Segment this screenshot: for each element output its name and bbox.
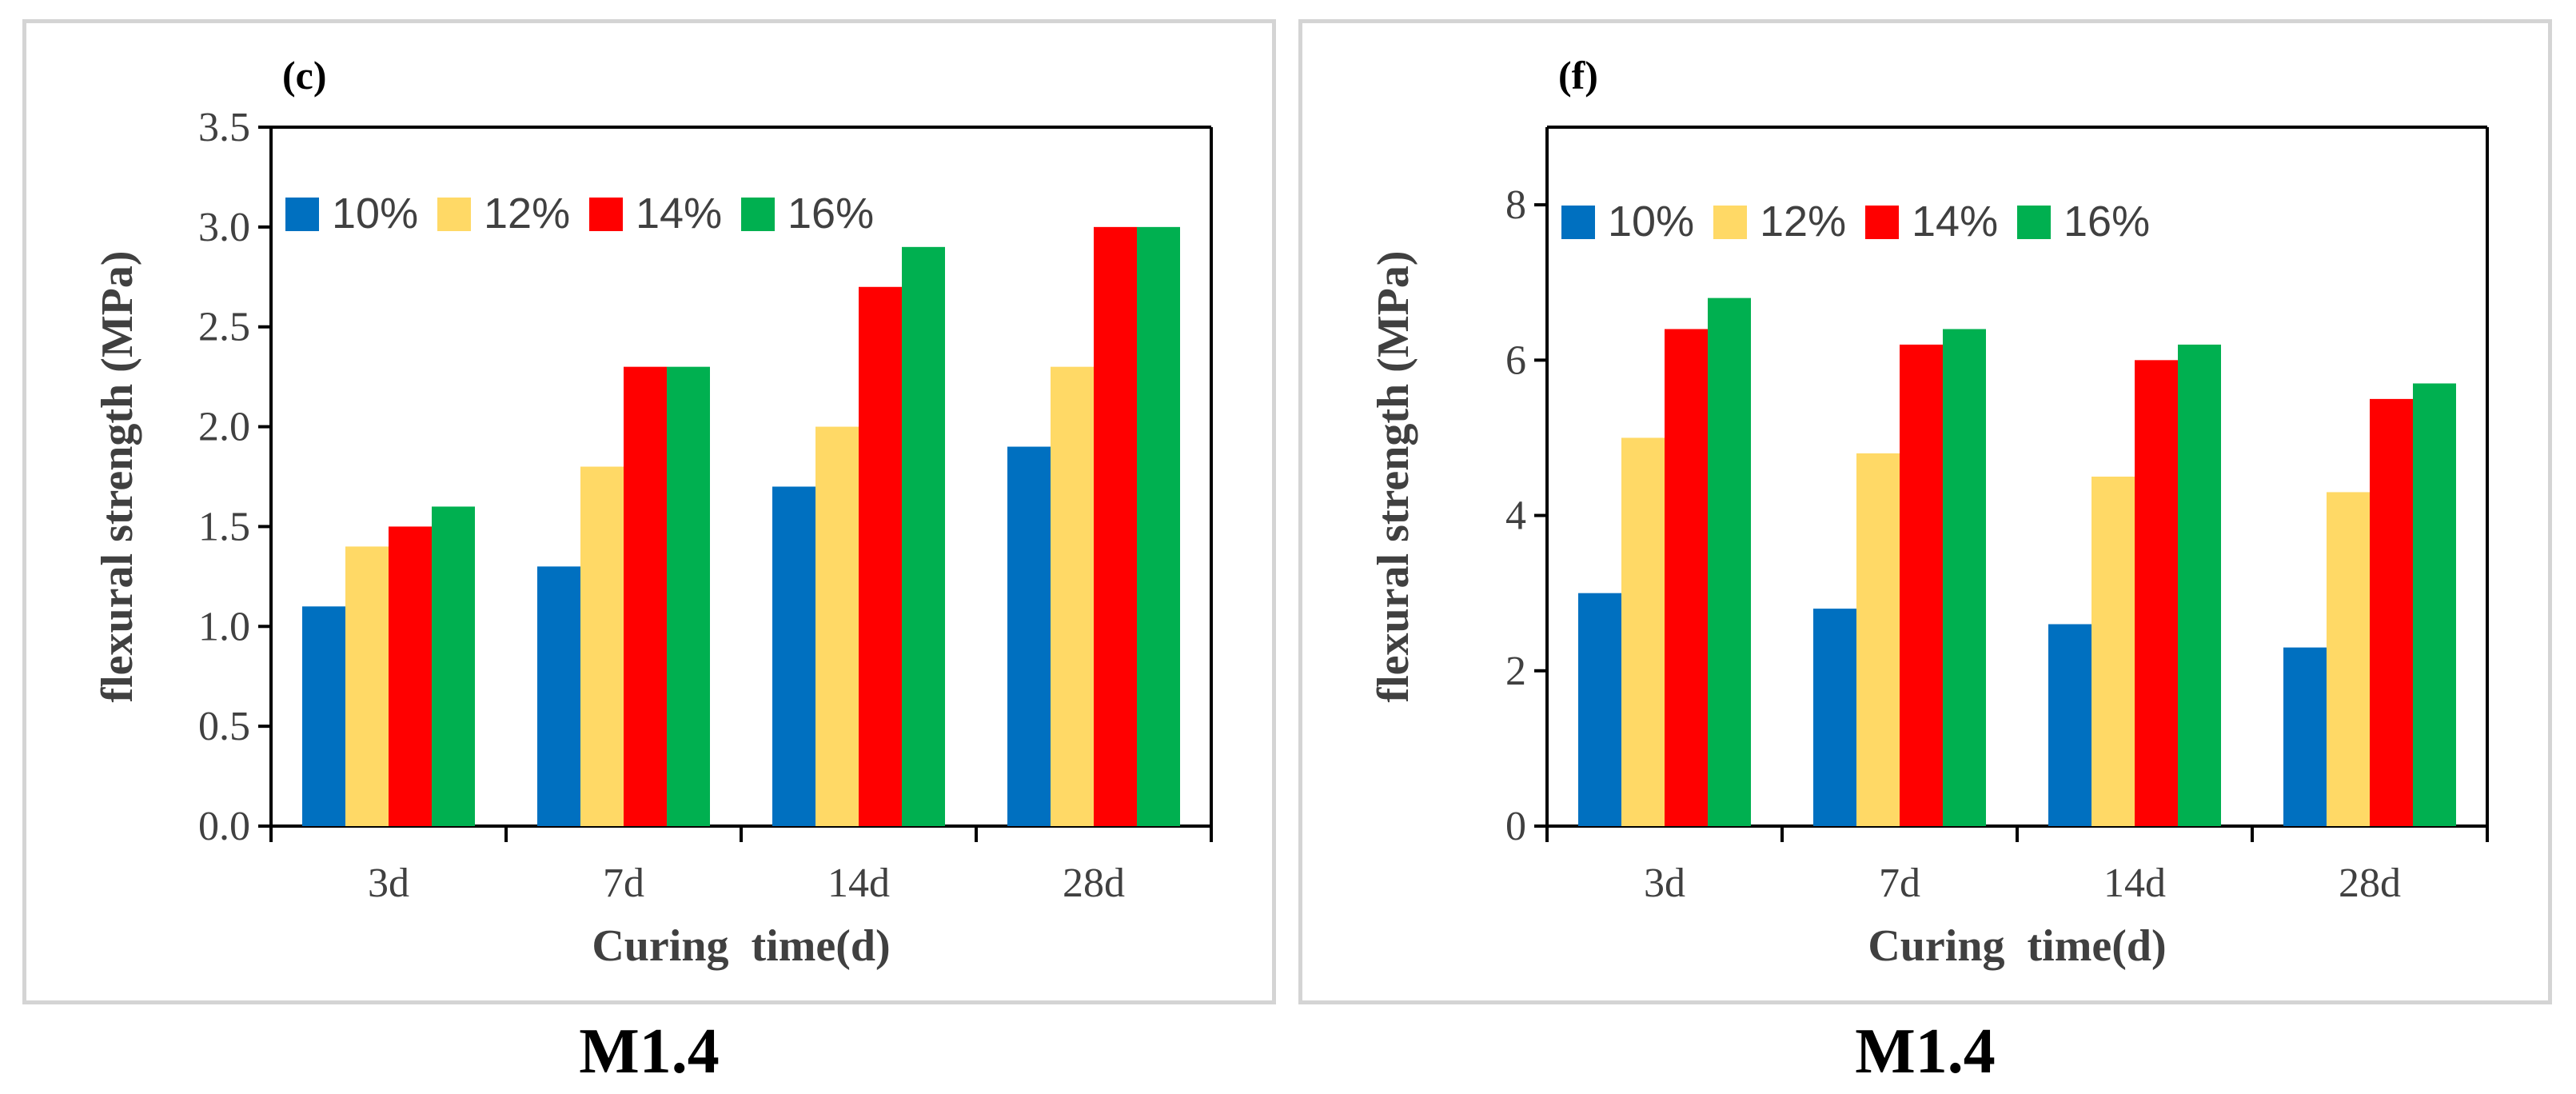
caption-right: M1.4	[1855, 1016, 1996, 1087]
x-tick-label: 3d	[368, 860, 409, 906]
axes: 0.0 0.5 1.0 1.5 2.0 2.5 3.0 3.5 3d 7d 14d 28d	[198, 105, 1213, 906]
y-axis-title: flexural strength (MPa)	[93, 250, 142, 702]
chart-panel-f: 0 2 4 6 8 3d 7d 14d 28d Curing time(d) flexural st…	[1298, 19, 2552, 1004]
y-tick-label: 2	[1505, 649, 1526, 694]
bar-12pct-3d	[345, 546, 389, 826]
x-tick-label: 14d	[2103, 860, 2166, 906]
bar-12pct-14d	[2092, 477, 2135, 826]
bar-16pct-7d	[1943, 329, 1986, 826]
bar-16pct-14d	[2178, 344, 2221, 826]
bar-16pct-3d	[432, 506, 475, 826]
x-axis-title: Curing time(d)	[592, 921, 890, 971]
panel-label: (f)	[1558, 53, 1598, 98]
y-tick-label: 0.0	[198, 804, 250, 849]
bar-14pct-3d	[389, 526, 432, 826]
x-tick-label: 7d	[603, 860, 644, 906]
legend-label-10pct: 10%	[1608, 198, 1694, 246]
y-axis-title: flexural strength (MPa)	[1369, 250, 1418, 702]
x-tick-label: 14d	[827, 860, 890, 906]
y-tick-label: 6	[1505, 337, 1526, 383]
bar-12pct-7d	[1856, 453, 1900, 826]
bar-10pct-28d	[1007, 446, 1051, 826]
legend-swatch-12pct	[437, 198, 471, 231]
legend-label-12pct: 12%	[1760, 198, 1846, 246]
bar-12pct-14d	[815, 426, 859, 826]
y-tick-label: 3.5	[198, 105, 250, 150]
chart-panel-c: 0.0 0.5 1.0 1.5 2.0 2.5 3.0 3.5 3d 7d 14d 28d Curing…	[22, 19, 1276, 1004]
bar-10pct-3d	[1578, 593, 1621, 826]
bar-12pct-3d	[1621, 437, 1665, 826]
x-tick-label: 28d	[1063, 860, 1125, 906]
legend-swatch-10pct	[285, 198, 319, 231]
panel-label: (c)	[282, 53, 327, 98]
legend-label-10pct: 10%	[332, 190, 418, 238]
x-tick-label: 7d	[1879, 860, 1920, 906]
y-tick-label: 8	[1505, 182, 1526, 228]
bar-10pct-14d	[772, 486, 815, 826]
y-tick-label: 0.5	[198, 704, 250, 749]
bar-10pct-14d	[2048, 624, 2092, 826]
bar-12pct-28d	[2327, 492, 2370, 826]
x-tick-label: 28d	[2339, 860, 2401, 906]
legend-label-16pct: 16%	[2064, 198, 2150, 246]
caption-left: M1.4	[579, 1016, 720, 1087]
bar-16pct-14d	[902, 246, 945, 826]
legend-label-14pct: 14%	[1912, 198, 1998, 246]
bar-10pct-7d	[537, 566, 580, 826]
bar-14pct-28d	[1094, 226, 1137, 826]
bar-10pct-3d	[302, 606, 345, 826]
bar-14pct-14d	[2135, 360, 2178, 826]
bar-14pct-28d	[2370, 398, 2413, 826]
bar-14pct-7d	[1900, 344, 1943, 826]
legend-swatch-16pct	[2017, 206, 2051, 239]
bar-10pct-28d	[2283, 647, 2327, 826]
axes: 0 2 4 6 8 3d 7d 14d 28d	[1505, 126, 2489, 906]
y-tick-label: 2.5	[198, 305, 250, 350]
bar-12pct-28d	[1051, 366, 1094, 827]
bar-16pct-3d	[1708, 297, 1751, 827]
y-tick-label: 0	[1505, 804, 1526, 849]
y-tick-label: 4	[1505, 493, 1526, 539]
legend-swatch-16pct	[741, 198, 775, 231]
y-tick-label: 3.0	[198, 205, 250, 250]
bar-10pct-7d	[1813, 609, 1856, 826]
bar-16pct-28d	[1137, 226, 1180, 826]
legend-label-12pct: 12%	[484, 190, 570, 238]
x-axis-title: Curing time(d)	[1868, 921, 2166, 971]
legend-swatch-12pct	[1713, 206, 1747, 239]
y-tick-label: 1.5	[198, 504, 250, 549]
bar-14pct-14d	[859, 286, 902, 826]
legend-swatch-14pct	[1865, 206, 1899, 239]
legend-swatch-14pct	[589, 198, 623, 231]
bar-16pct-28d	[2413, 383, 2456, 826]
y-tick-label: 2.0	[198, 405, 250, 450]
bar-14pct-7d	[624, 366, 667, 827]
bar-14pct-3d	[1665, 329, 1708, 826]
y-tick-label: 1.0	[198, 604, 250, 649]
legend-label-16pct: 16%	[788, 190, 874, 238]
legend-swatch-10pct	[1561, 206, 1595, 239]
chart-f: 0 2 4 6 8 3d 7d 14d 28d Curing time(d) flexural st…	[1369, 53, 2489, 971]
x-tick-label: 3d	[1644, 860, 1685, 906]
bar-12pct-7d	[580, 466, 624, 826]
chart-c: 0.0 0.5 1.0 1.5 2.0 2.5 3.0 3.5 3d 7d 14d 28d Curing…	[93, 53, 1213, 971]
bar-16pct-7d	[667, 366, 710, 827]
legend-label-14pct: 14%	[636, 190, 722, 238]
